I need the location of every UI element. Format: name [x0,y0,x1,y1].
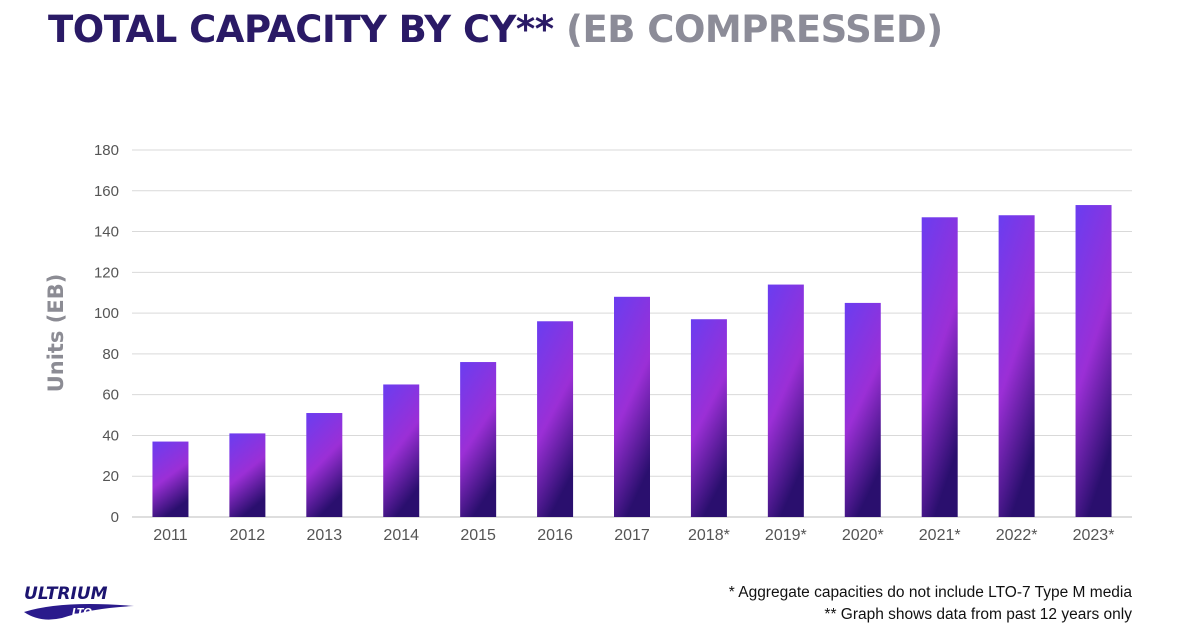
x-tick-label: 2018* [688,527,730,544]
logo-text-bottom: LTO [72,607,93,618]
x-tick-label: 2015 [460,527,496,544]
bar-2020 [844,302,881,517]
x-tick-label: 2017 [614,527,650,544]
x-tick-label: 2011 [153,527,188,544]
x-tick-label: 2020* [842,527,884,544]
y-tick-label: 140 [94,224,119,241]
logo-text-top: ULTRIUM [24,584,108,604]
bar-2016 [537,321,574,517]
footnotes: * Aggregate capacities do not include LT… [729,582,1132,626]
bar-2022 [998,215,1035,517]
bar-2018 [690,319,727,517]
bar-2023 [1075,205,1112,518]
x-tick-label: 2022* [996,527,1038,544]
title-main: TOTAL CAPACITY BY CY** [48,8,554,51]
x-tick-labels: 2011 2012 2013 2014 2015 2016 2017 2018* 2019* 20… [153,527,1114,544]
ultrium-lto-logo: ULTRIUM LTO [24,584,134,620]
y-tick-label: 100 [94,305,119,322]
bar-2015 [460,362,497,517]
x-tick-label: 2014 [383,527,419,544]
title-sub: (EB COMPRESSED) [566,8,943,51]
bars [152,205,1112,518]
y-tick-label: 80 [102,346,119,363]
bar-2013 [306,413,343,517]
footnote-1: * Aggregate capacities do not include LT… [728,584,1132,601]
bar-2011 [152,441,189,517]
y-tick-label: 0 [111,509,119,526]
bar-2021 [921,217,958,518]
x-tick-label: 2016 [537,527,573,544]
x-tick-label: 2019* [765,527,807,544]
x-tick-label: 2021* [919,527,961,544]
bar-2019 [767,284,804,517]
bar-2017 [614,296,650,517]
bar-2014 [383,384,420,517]
y-axis-label: Units (EB) [44,273,68,393]
y-tick-label: 20 [102,468,119,485]
y-tick-label: 120 [94,264,119,281]
y-tick-label: 60 [102,387,119,404]
bar-2012 [229,433,266,517]
y-tick-label: 40 [102,427,119,444]
y-tick-labels: 0 20 40 60 80 100 120 140 160 180 [94,142,119,526]
footnote-2: ** Graph shows data from past 12 years o… [824,606,1132,623]
x-tick-label: 2013 [307,527,343,544]
y-tick-label: 160 [94,183,119,200]
x-tick-label: 2023* [1073,527,1115,544]
page-title: TOTAL CAPACITY BY CY** (EB COMPRESSED) [48,8,943,51]
x-tick-label: 2012 [230,527,266,544]
y-tick-label: 180 [94,142,119,159]
